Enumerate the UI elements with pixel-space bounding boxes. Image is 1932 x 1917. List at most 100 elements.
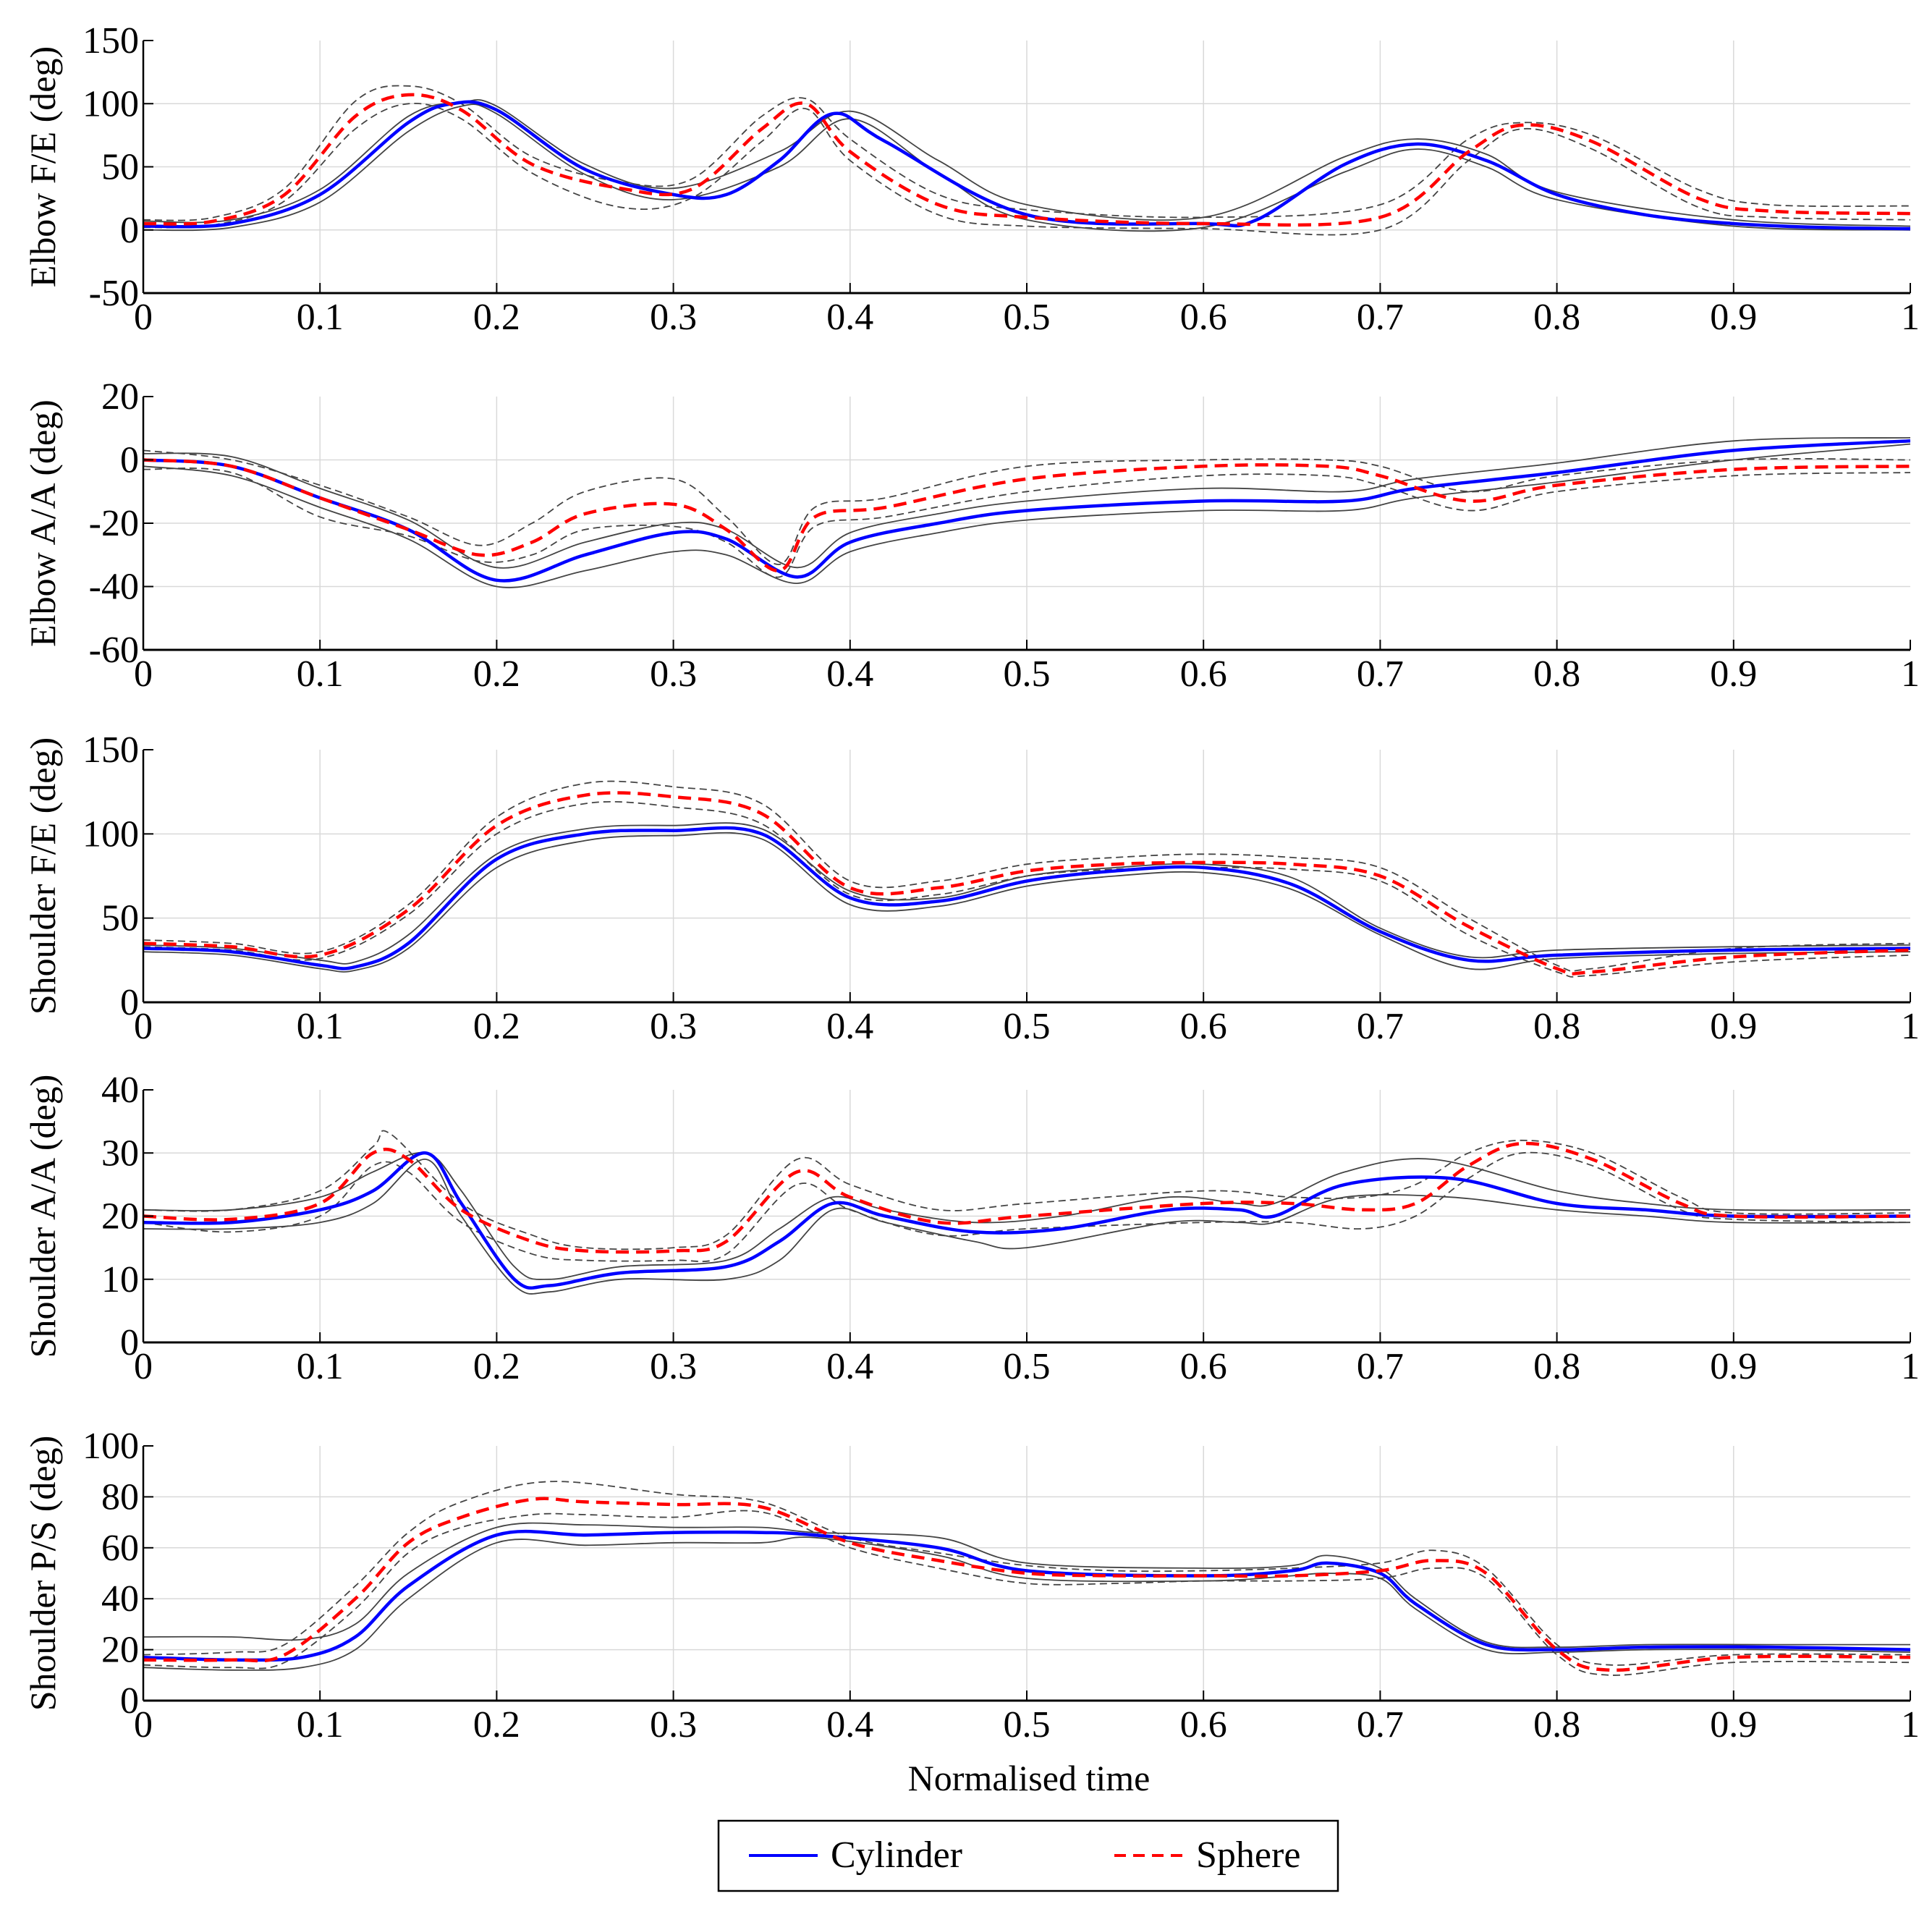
y-tick-label: 80 <box>101 1476 139 1518</box>
grid <box>143 750 1910 1002</box>
y-tick-label: 40 <box>101 1578 139 1620</box>
x-tick-label: 0.4 <box>826 297 873 338</box>
series-line-cylinder-sd <box>143 1522 1910 1649</box>
x-tick-label: 0.5 <box>1004 1704 1051 1745</box>
y-tick-label: -20 <box>89 503 139 544</box>
x-axis-label: Normalised time <box>908 1758 1151 1798</box>
x-tick-label: 0 <box>134 1704 153 1745</box>
series-group <box>143 85 1910 236</box>
series-line-sphere <box>143 458 1910 572</box>
series-line-sphere-sd <box>143 1151 1910 1263</box>
x-tick-label: 0.6 <box>1180 653 1227 695</box>
x-tick-label: 0.9 <box>1710 1006 1757 1047</box>
x-tick-label: 0.5 <box>1004 653 1051 695</box>
y-tick-label: -40 <box>89 567 139 608</box>
x-tick-label: 0.7 <box>1357 297 1404 338</box>
series-line-sphere <box>143 791 1910 976</box>
y-tick-label: 40 <box>101 1070 139 1111</box>
y-axis-label: Elbow F/E (deg) <box>22 46 63 287</box>
series-line-cylinder <box>143 826 1910 970</box>
y-tick-label: 0 <box>120 982 139 1023</box>
y-axis-label: Shoulder F/E (deg) <box>22 737 63 1015</box>
series-line-cylinder-sd <box>143 831 1910 973</box>
x-tick-label: 0.8 <box>1533 1346 1580 1387</box>
x-tick-label: 0.9 <box>1710 653 1757 695</box>
legend: Cylinder Sphere <box>717 1819 1339 1892</box>
x-tick-label: 1 <box>1901 297 1920 338</box>
x-tick-label: 0.1 <box>297 1704 344 1745</box>
subplot-5: 0 0.1 0.2 0.3 0.4 0.5 0.6 0.7 0.8 0.9 1 0 20 40 60 80 10… <box>22 1426 1920 1745</box>
series-line-sphere-sd <box>143 1481 1910 1666</box>
y-tick-label: 60 <box>101 1528 139 1569</box>
x-tick-label: 0.6 <box>1180 1704 1227 1745</box>
x-tick-label: 0.7 <box>1357 1704 1404 1745</box>
x-tick-label: 0.3 <box>650 1704 697 1745</box>
series-group <box>143 437 1910 588</box>
x-tick-label: 0.3 <box>650 1006 697 1047</box>
y-tick-label: 100 <box>82 813 139 855</box>
y-tick-label: 50 <box>101 147 139 188</box>
x-tick-label: 1 <box>1901 1006 1920 1047</box>
x-tick-label: 0.8 <box>1533 297 1580 338</box>
x-tick-label: 0 <box>134 1346 153 1387</box>
subplot-4: 0 0.1 0.2 0.3 0.4 0.5 0.6 0.7 0.8 0.9 1010203040Sh… <box>22 1070 1920 1387</box>
x-tick-label: 0.9 <box>1710 1704 1757 1745</box>
x-tick-label: 0.3 <box>650 653 697 695</box>
x-tick-label: 0 <box>134 297 153 338</box>
x-tick-label: 0.9 <box>1710 1346 1757 1387</box>
series-line-cylinder <box>143 439 1910 583</box>
legend-box <box>717 1819 1339 1892</box>
legend-label-sphere: Sphere <box>1196 1835 1300 1876</box>
series-line-sphere <box>143 1497 1910 1672</box>
series-group <box>143 780 1910 978</box>
x-tick-label: 1 <box>1901 1704 1920 1745</box>
x-tick-label: 0.1 <box>297 297 344 338</box>
series-group <box>143 1481 1910 1676</box>
series-line-cylinder-sd <box>143 443 1910 588</box>
x-tick-label: 0.4 <box>826 1006 873 1047</box>
series-line-cylinder-sd <box>143 99 1910 227</box>
y-tick-label: 20 <box>101 1196 139 1237</box>
y-tick-label: 150 <box>82 20 139 62</box>
x-tick-label: 0.3 <box>650 297 697 338</box>
series-line-sphere <box>143 1141 1910 1254</box>
x-tick-label: 0 <box>134 1006 153 1047</box>
x-tick-label: 0.2 <box>473 653 520 695</box>
y-axis-label: Shoulder A/A (deg) <box>22 1075 63 1358</box>
x-tick-label: 0.8 <box>1533 1006 1580 1047</box>
y-tick-label: 30 <box>101 1133 139 1174</box>
series-line-sphere-sd <box>143 800 1910 978</box>
x-tick-label: 0.7 <box>1357 1346 1404 1387</box>
x-tick-label: 0.1 <box>297 1006 344 1047</box>
grid <box>143 397 1910 650</box>
x-tick-label: 0.7 <box>1357 653 1404 695</box>
y-tick-label: -50 <box>89 273 139 314</box>
series-line-sphere-sd <box>143 1510 1910 1676</box>
series-line-cylinder-sd <box>143 822 1910 965</box>
x-tick-label: 0.5 <box>1004 297 1051 338</box>
series-line-sphere-sd <box>143 449 1910 565</box>
y-tick-label: 0 <box>120 210 139 251</box>
legend-label-cylinder: Cylinder <box>831 1835 962 1876</box>
y-tick-label: -60 <box>89 630 139 671</box>
x-tick-label: 0.4 <box>826 1346 873 1387</box>
series-line-cylinder-sd <box>143 103 1910 232</box>
x-tick-label: 0.9 <box>1710 297 1757 338</box>
x-tick-label: 0.2 <box>473 1006 520 1047</box>
x-tick-label: 0.5 <box>1004 1346 1051 1387</box>
y-tick-label: 100 <box>82 1426 139 1467</box>
subplots: 0 0.1 0.2 0.3 0.4 0.5 0.6 0.7 0.8 0.9 1-5005010015… <box>22 20 1920 1745</box>
y-tick-label: 50 <box>101 898 139 939</box>
x-tick-label: 0.5 <box>1004 1006 1051 1047</box>
subplot-2: 0 0.1 0.2 0.3 0.4 0.5 0.6 0.7 0.8 0.9 1 -60 -40 -20 0 2… <box>22 376 1920 695</box>
x-tick-label: 0.3 <box>650 1346 697 1387</box>
subplot-3: 0 0.1 0.2 0.3 0.4 0.5 0.6 0.7 0.8 0.9 1 0 50 100 150 Sh… <box>22 729 1920 1047</box>
x-tick-label: 0.1 <box>297 653 344 695</box>
series-line-cylinder <box>143 100 1910 231</box>
series-line-sphere-sd <box>143 85 1910 221</box>
y-axis-label: Shoulder P/S (deg) <box>22 1436 63 1711</box>
grid <box>143 41 1910 293</box>
x-tick-label: 0.6 <box>1180 1006 1227 1047</box>
